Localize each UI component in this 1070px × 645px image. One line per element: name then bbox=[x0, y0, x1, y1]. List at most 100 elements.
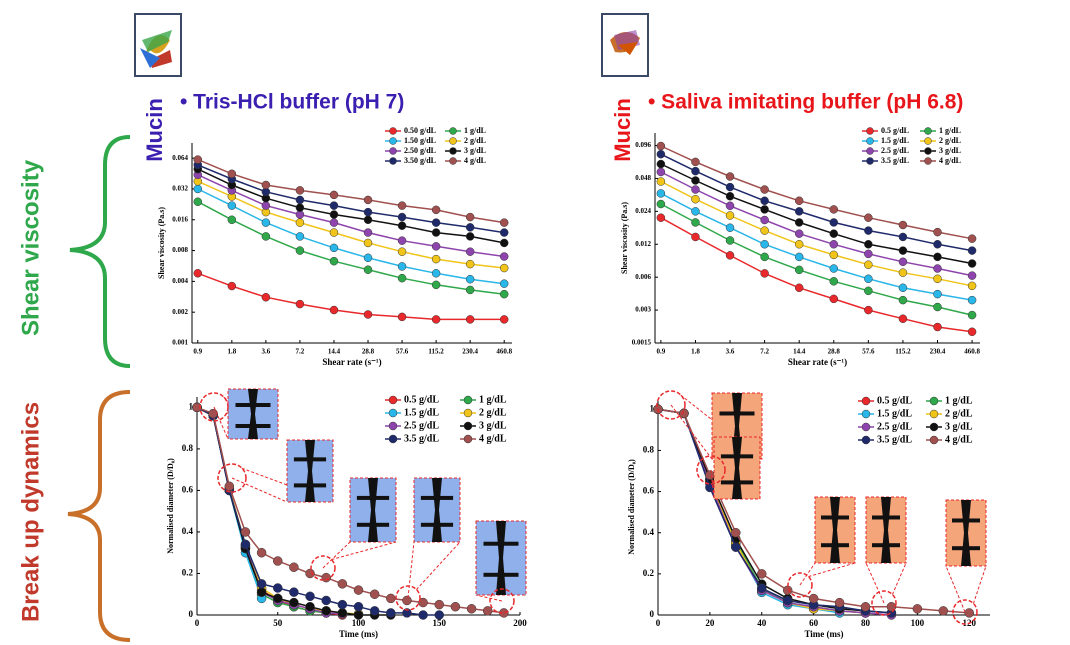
data-point bbox=[656, 199, 666, 209]
data-point bbox=[760, 185, 769, 194]
legend-marker bbox=[861, 409, 871, 419]
x-tick-label: 1.8 bbox=[691, 348, 700, 356]
series-line bbox=[197, 168, 505, 244]
inset-plate bbox=[719, 411, 755, 416]
legend-label: 3 g/dL bbox=[945, 421, 973, 432]
data-point bbox=[321, 595, 331, 606]
data-point bbox=[261, 218, 271, 227]
legend-label: 3.5 g/dL bbox=[404, 433, 439, 444]
x-tick-label: 115.2 bbox=[895, 348, 911, 356]
data-point bbox=[227, 201, 237, 210]
inset-plate bbox=[356, 495, 390, 500]
data-point bbox=[864, 305, 873, 315]
data-point bbox=[466, 604, 477, 614]
legend-label: 0.5 g/dL bbox=[877, 395, 912, 406]
legend-marker bbox=[389, 127, 397, 135]
callout-line bbox=[799, 562, 816, 586]
data-point bbox=[295, 246, 305, 255]
x-tick-label: 150 bbox=[433, 618, 447, 628]
data-point bbox=[725, 211, 735, 220]
callout-circle bbox=[656, 390, 686, 420]
series-line bbox=[197, 174, 505, 258]
legend-label: 2 g/dL bbox=[939, 136, 961, 145]
legend-marker bbox=[449, 147, 457, 155]
legend-marker bbox=[866, 157, 874, 165]
data-point bbox=[691, 176, 700, 185]
series-line bbox=[197, 188, 505, 285]
data-point bbox=[305, 601, 315, 612]
data-point bbox=[397, 262, 407, 271]
data-point bbox=[967, 246, 977, 255]
series-line bbox=[660, 180, 973, 287]
data-point bbox=[193, 197, 203, 206]
legend-marker bbox=[861, 422, 871, 432]
data-point bbox=[731, 542, 741, 552]
data-point bbox=[691, 207, 700, 216]
data-point bbox=[321, 572, 331, 583]
inset-plate bbox=[420, 495, 454, 500]
data-point bbox=[465, 259, 475, 269]
data-point bbox=[760, 226, 769, 235]
series-line bbox=[660, 171, 973, 277]
data-point bbox=[353, 585, 364, 595]
data-point bbox=[933, 274, 942, 284]
data-point bbox=[691, 218, 700, 227]
data-point bbox=[337, 579, 348, 589]
x-tick-label: 0.9 bbox=[193, 348, 202, 356]
data-point bbox=[760, 215, 769, 225]
callout-circle bbox=[952, 599, 978, 625]
legend-marker bbox=[449, 127, 457, 135]
y-tick-label: 0.2 bbox=[643, 568, 655, 578]
data-point bbox=[967, 281, 977, 291]
legend-label: 4 g/dL bbox=[945, 434, 973, 445]
legend-marker bbox=[463, 395, 473, 405]
data-point bbox=[321, 606, 331, 616]
data-point bbox=[499, 263, 509, 273]
legend-marker bbox=[388, 408, 398, 418]
data-point bbox=[289, 587, 299, 597]
data-point bbox=[705, 470, 715, 480]
data-point bbox=[933, 322, 942, 332]
legend-marker bbox=[389, 157, 397, 165]
panel-title: • Saliva imitating buffer (pH 6.8) bbox=[648, 91, 963, 114]
data-point bbox=[725, 251, 735, 260]
data-point bbox=[691, 185, 700, 194]
data-point bbox=[305, 591, 315, 602]
data-point bbox=[193, 184, 203, 194]
y-axis-label: Shear viscosity (Pa.s) bbox=[157, 207, 166, 279]
data-point bbox=[829, 240, 839, 249]
data-point bbox=[794, 229, 804, 238]
series-line bbox=[660, 145, 973, 240]
data-point bbox=[363, 253, 373, 263]
data-point bbox=[386, 608, 396, 618]
x-tick-label: 100 bbox=[911, 618, 925, 628]
callout-line bbox=[331, 541, 397, 561]
data-point bbox=[397, 212, 407, 222]
data-point bbox=[295, 195, 305, 205]
data-point bbox=[227, 215, 237, 225]
data-point bbox=[725, 182, 735, 192]
y-tick-label: 0.001 bbox=[172, 339, 188, 347]
legend-label: 1 g/dL bbox=[464, 126, 486, 135]
legend-label: 4 g/dL bbox=[939, 156, 961, 165]
y-tick-label: 0.0015 bbox=[632, 339, 652, 347]
data-point bbox=[224, 481, 235, 492]
callout-line bbox=[808, 562, 856, 578]
x-tick-label: 0 bbox=[656, 618, 661, 628]
data-point bbox=[691, 157, 700, 167]
data-point bbox=[691, 232, 700, 242]
data-point bbox=[864, 249, 873, 259]
series-line bbox=[657, 408, 970, 614]
data-point bbox=[794, 283, 804, 293]
legend-label: 1.50 g/dL bbox=[404, 136, 436, 145]
data-point bbox=[329, 201, 339, 210]
data-point bbox=[933, 227, 942, 237]
data-point bbox=[898, 257, 908, 267]
inset-plate bbox=[952, 518, 980, 523]
y-tick-label: 0.064 bbox=[172, 154, 188, 162]
inset-plate bbox=[356, 522, 390, 527]
legend-marker bbox=[924, 127, 932, 135]
data-point bbox=[208, 408, 218, 419]
data-point bbox=[760, 252, 769, 262]
series-line bbox=[660, 163, 973, 265]
